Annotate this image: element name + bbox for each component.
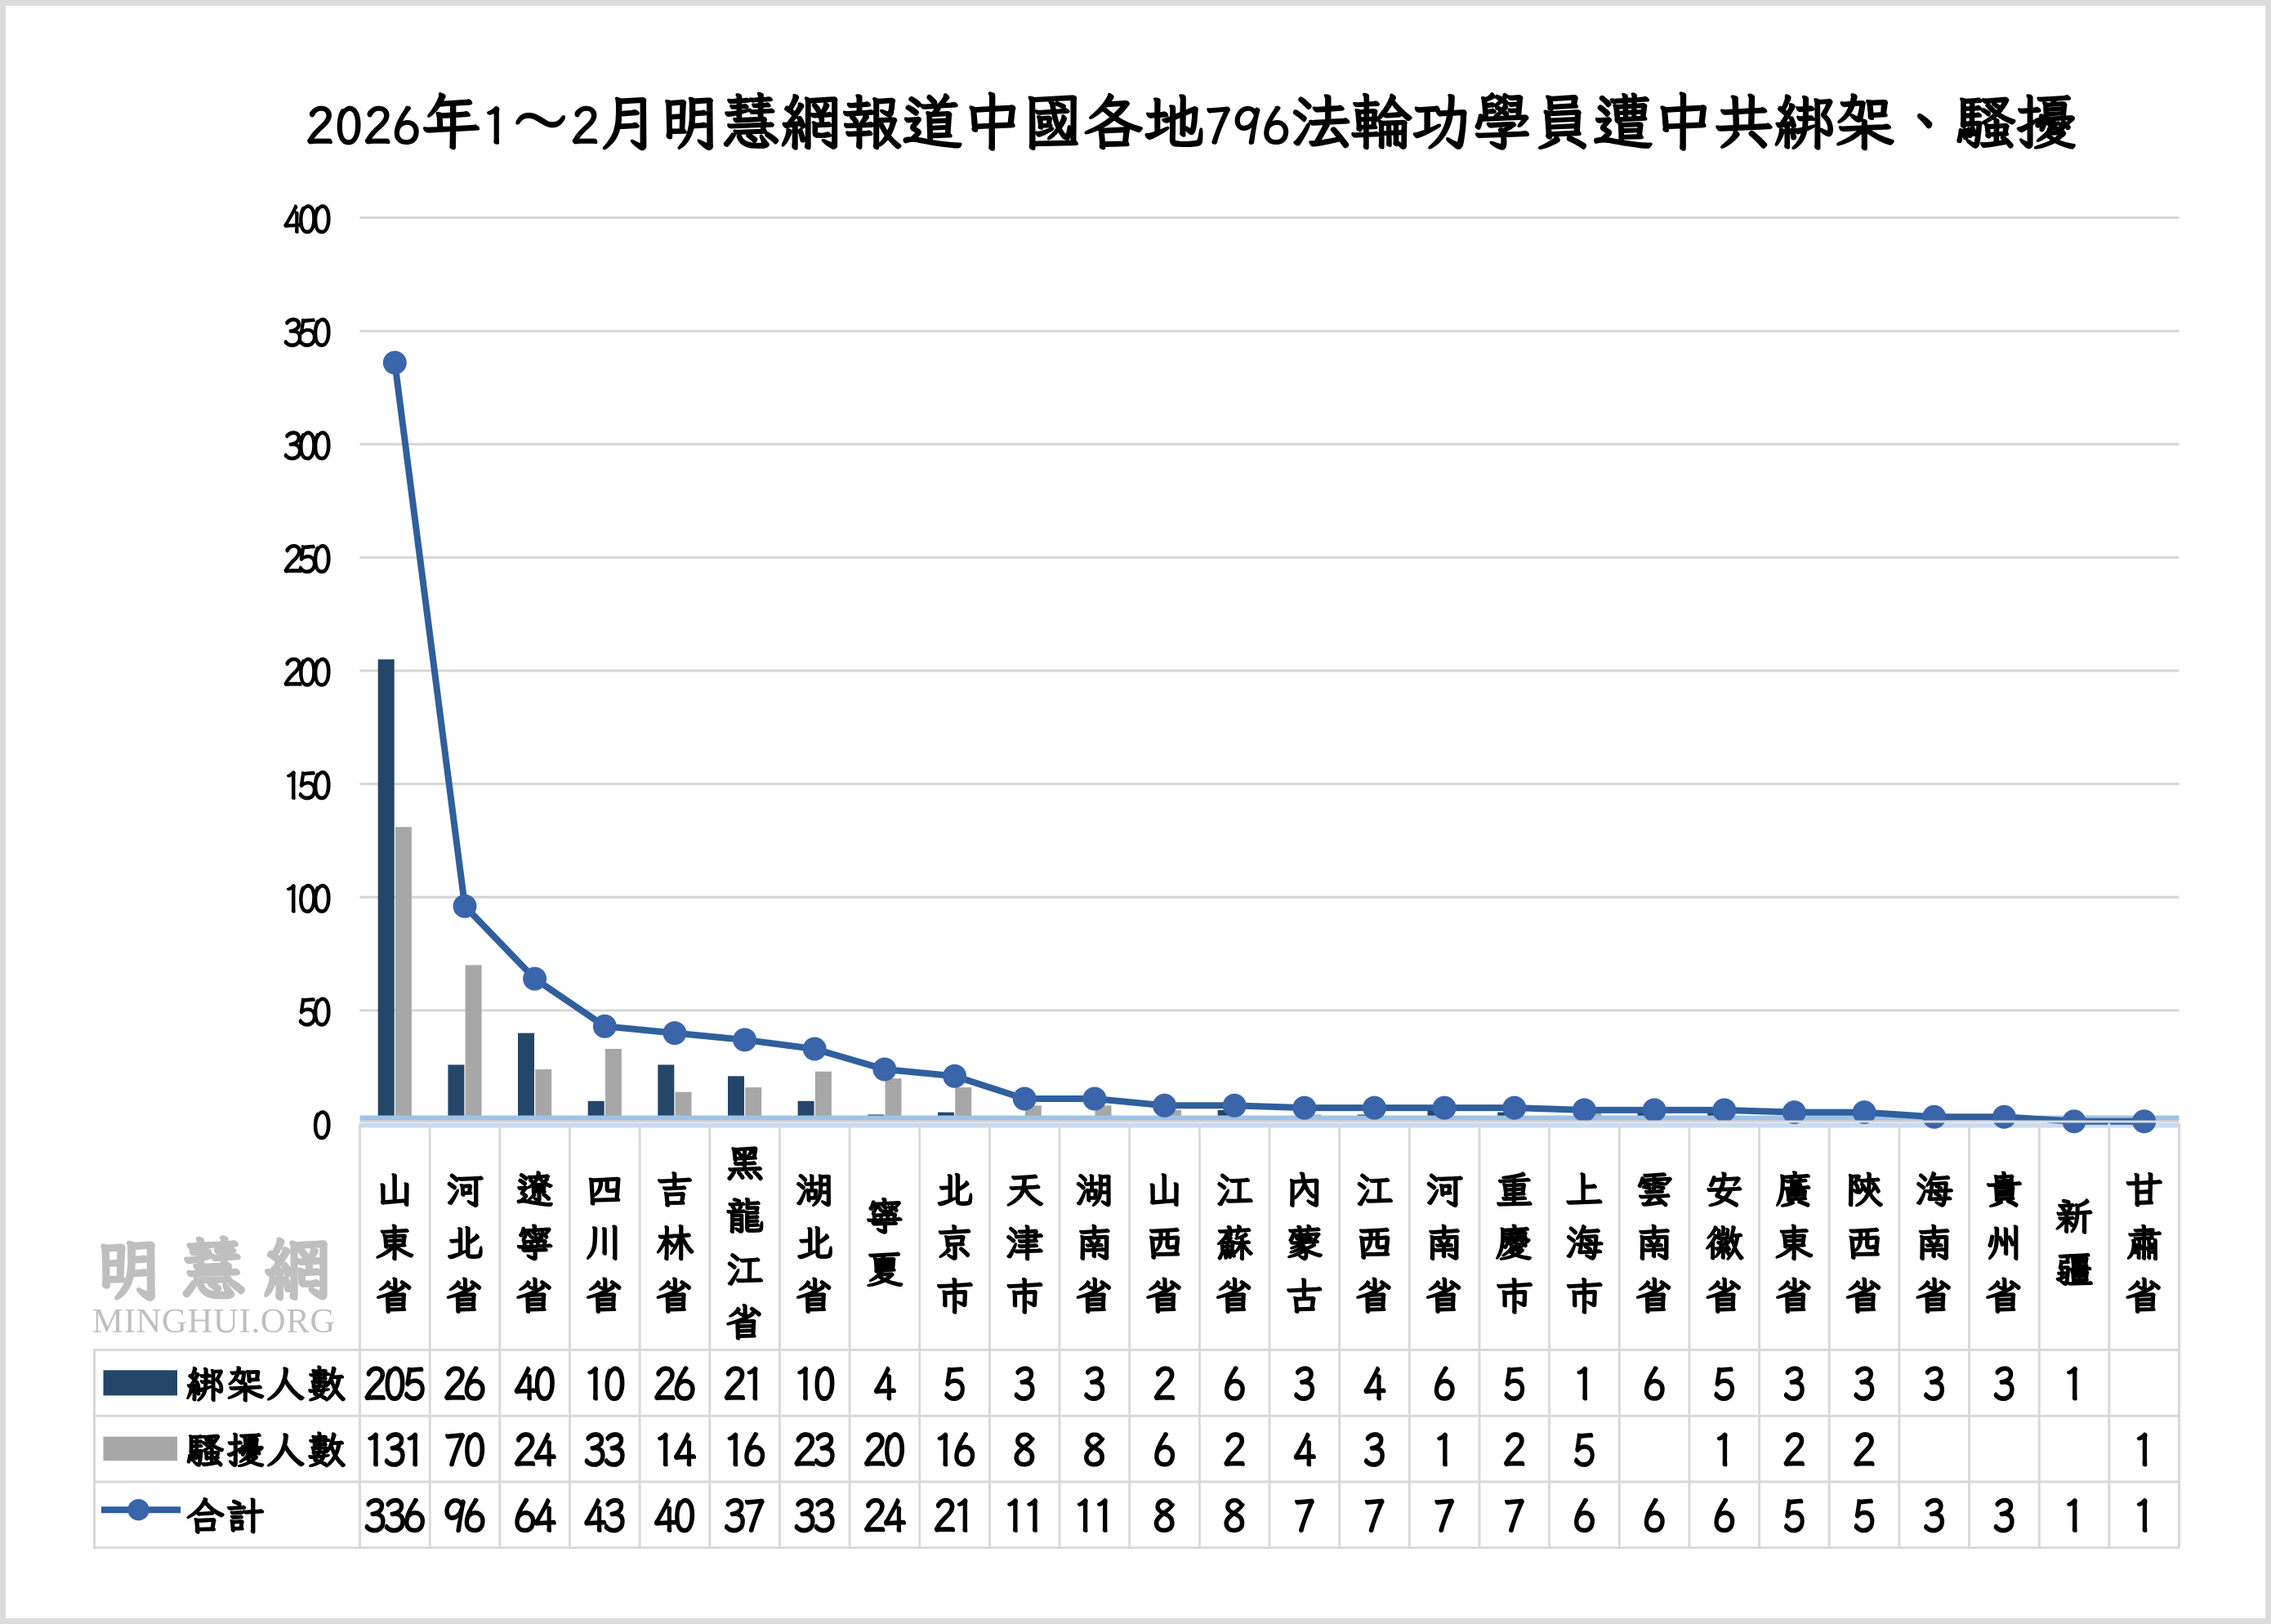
svg-text:MINGHUI.ORG: MINGHUI.ORG — [92, 1302, 336, 1341]
